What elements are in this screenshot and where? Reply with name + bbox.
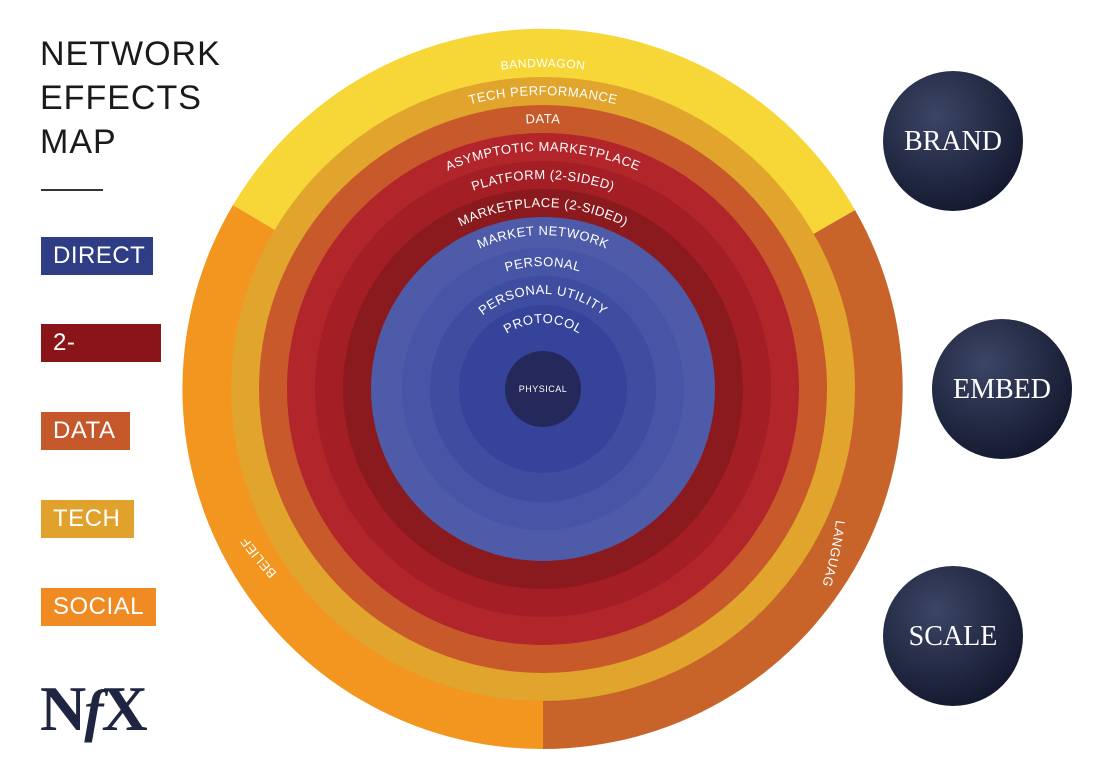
- logo-n: N: [40, 673, 86, 744]
- logo-x: X: [101, 673, 148, 744]
- ring-label-data: DATA: [525, 111, 561, 127]
- embed-label: EMBED: [953, 374, 1051, 405]
- ring-label-bandwagon: BANDWAGON: [500, 56, 586, 73]
- legend-data: DATA: [41, 412, 130, 450]
- ring-physical: [505, 351, 581, 427]
- nfx-logo: NfX: [40, 672, 148, 746]
- legend-tech: TECH: [41, 500, 134, 538]
- brand-label: BRAND: [904, 126, 1002, 157]
- brand-bubble: BRAND: [883, 71, 1023, 211]
- title-divider: [41, 189, 103, 191]
- scale-bubble: SCALE: [883, 566, 1023, 706]
- embed-bubble: EMBED: [932, 319, 1072, 459]
- scale-label: SCALE: [909, 621, 998, 652]
- concentric-rings: [231, 77, 855, 701]
- title-line-3: MAP: [40, 123, 117, 161]
- ring-label-physical: PHYSICAL: [519, 384, 568, 394]
- logo-f: f: [84, 678, 103, 743]
- legend-2-sided: 2-SIDED: [41, 324, 161, 394]
- title-line-1: NETWORK: [40, 35, 221, 73]
- title-line-2: EFFECTS: [40, 79, 202, 117]
- legend-direct: DIRECT: [41, 237, 153, 275]
- legend-social: SOCIAL: [41, 588, 156, 626]
- map-title: NETWORK EFFECTS MAP: [40, 32, 221, 164]
